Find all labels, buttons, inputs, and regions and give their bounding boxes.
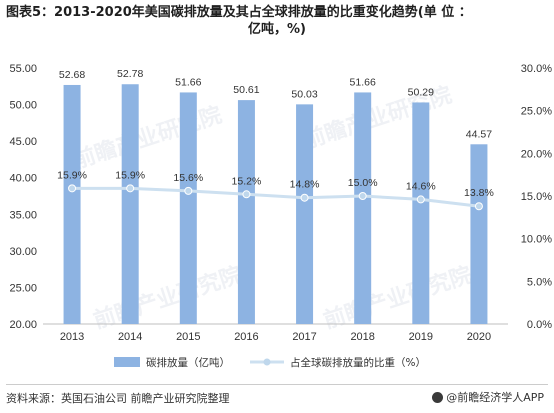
y-left-tick-label: 35.00 [9,209,37,221]
x-tick-label: 2017 [292,331,316,343]
share-point-2017 [300,193,309,202]
bar-2020 [470,144,488,324]
legend-line-label: 占全球碳排放量的比重（%） [290,356,426,369]
share-value-label: 15.2% [232,175,262,187]
legend-bar-label: 碳排放量（亿吨） [146,356,230,369]
share-point-2014 [126,184,135,193]
y-left-tick-label: 55.00 [9,63,37,75]
brand-logo-icon [432,391,444,403]
share-point-2018 [358,192,367,200]
y-left-tick-label: 40.00 [9,173,37,185]
share-point-2019 [416,195,425,204]
x-tick-label: 2013 [60,331,84,343]
bar-value-label: 50.61 [233,84,259,96]
y-right-tick-label: 15.0% [521,191,552,203]
share-value-label: 15.6% [173,172,203,184]
y-right-tick-label: 5.0% [527,276,552,288]
bar-value-label: 50.29 [408,86,434,98]
bar-2013 [63,84,81,324]
y-left-tick-label: 30.00 [9,246,37,258]
y-right-tick-label: 20.0% [521,148,552,160]
source-note: 资料来源：英国石油公司 前瞻产业研究院整理 [6,392,230,405]
bar-value-label: 50.03 [291,88,317,100]
share-value-label: 14.8% [290,179,320,191]
x-tick-label: 2016 [234,331,258,343]
y-left-tick-label: 25.00 [9,282,37,294]
chart-title: 图表5：2013-2020年美国碳排放量及其占全球排放量的比重变化趋势(单 位 … [6,4,548,38]
x-tick-label: 2019 [409,331,433,343]
bar-value-label: 51.66 [175,76,201,88]
y-right-tick-label: 10.0% [521,234,552,246]
bar-value-label: 52.78 [117,68,143,80]
y-right-tick-label: 30.0% [521,63,552,75]
y-right-tick-label: 25.0% [521,106,552,118]
x-tick-label: 2014 [118,331,142,343]
y-left-tick-label: 45.00 [9,136,37,148]
share-point-2013 [68,184,77,193]
bar-2016 [237,100,255,324]
footer-divider [6,384,548,385]
chart-title-line1: 图表5：2013-2020年美国碳排放量及其占全球排放量的比重变化趋势(单 位 … [6,5,472,20]
y-left-tick-label: 20.00 [9,319,37,331]
bar-2014 [121,84,139,324]
share-point-2016 [242,190,251,199]
bar-2018 [354,92,372,324]
x-tick-label: 2018 [350,331,374,343]
chart-title-line2: 亿吨，%) [248,22,306,37]
x-tick-label: 2020 [467,331,491,343]
share-value-label: 15.9% [115,169,145,181]
bar-value-label: 52.68 [59,69,85,81]
share-point-2020 [474,202,483,211]
x-tick-label: 2015 [176,331,200,343]
y-left-tick-label: 50.00 [9,100,37,112]
legend-bar-swatch [114,357,140,367]
bar-value-label: 51.66 [350,76,376,88]
brand: @前瞻经济学人APP [432,389,544,405]
legend-line-marker [263,358,271,366]
share-line [72,186,480,208]
bar-2015 [179,92,197,324]
share-point-2015 [184,186,193,195]
bar-2017 [296,104,314,325]
share-value-label: 13.8% [464,187,494,199]
share-value-label: 14.6% [406,180,436,192]
brand-text: @前瞻经济学人APP [446,391,544,404]
bar-2019 [412,102,430,324]
share-value-label: 15.0% [348,177,378,189]
y-right-tick-label: 0.0% [527,319,552,331]
share-value-label: 15.9% [57,169,87,181]
bar-value-label: 44.57 [466,128,492,140]
